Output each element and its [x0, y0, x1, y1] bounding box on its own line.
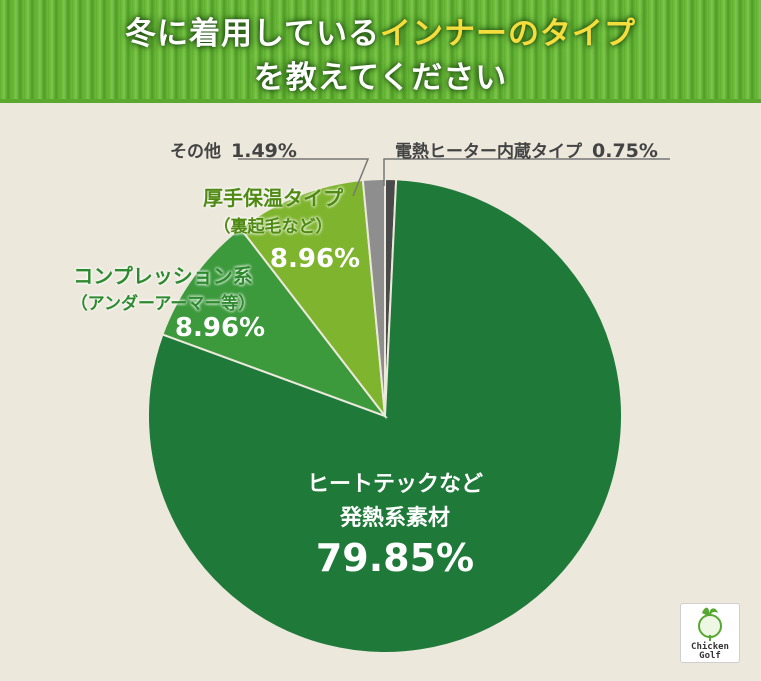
other-label-pct: 1.49%	[231, 140, 297, 162]
other-leader-line	[238, 158, 370, 197]
chicken-golf-logo: Chicken Golf	[680, 603, 740, 663]
title-highlight: インナーのタイプ	[380, 16, 637, 52]
title-line-1: 冬に着用しているインナーのタイプ	[0, 8, 761, 53]
heater-label-pct: 0.75%	[592, 140, 658, 162]
other-label-text: その他	[170, 142, 221, 162]
main-label-line-1: ヒートテックなど	[306, 472, 483, 497]
heater-label: 電熱ヒーター内蔵タイプ 0.75%	[395, 137, 658, 162]
pie-slice-3	[238, 178, 387, 420]
main-label-pct: 79.85%	[315, 536, 475, 580]
title-banner: 冬に着用しているインナーのタイプ を教えてください	[0, 0, 761, 103]
chicken-icon	[698, 607, 722, 641]
heater-label-text: 電熱ヒーター内蔵タイプ	[395, 142, 582, 162]
other-label: その他 1.49%	[170, 137, 297, 162]
logo-text-line-1: Chicken	[691, 642, 729, 652]
thick-label-line-2: （裏起毛など）	[213, 217, 333, 237]
title-line-2: を教えてください	[253, 60, 508, 96]
comp-label-line-2: （アンダーアーマー等）	[70, 294, 256, 314]
thick-label-line-1: 厚手保温タイプ	[203, 186, 343, 210]
main-label-line-2: 発熱系素材	[339, 506, 450, 531]
pie-slice-4	[361, 177, 386, 417]
thick-label-pct: 8.96%	[269, 244, 361, 274]
heater-leader-line	[383, 158, 670, 186]
title-pre: 冬に着用している	[124, 16, 381, 52]
comp-label-pct: 8.96%	[174, 313, 266, 343]
comp-label-line-1: コンプレッション系	[73, 264, 253, 288]
pie-slice-2	[161, 226, 388, 419]
logo-text-line-2: Golf	[699, 651, 721, 661]
